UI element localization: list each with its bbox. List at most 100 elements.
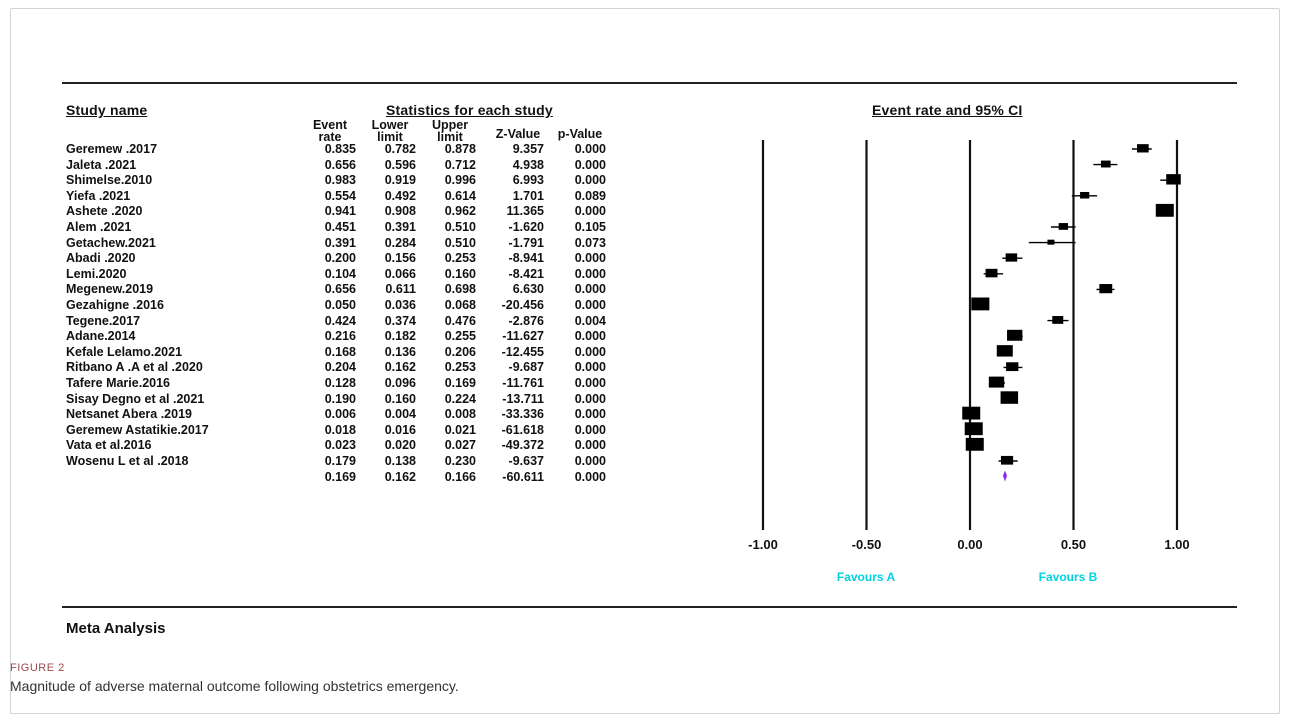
z-value-cell: -2.876 [508,313,544,328]
favours-b-label: Favours B [1038,570,1098,584]
event-rate-cell: 0.200 [324,251,356,266]
study-name: Abadi .2020 [66,251,136,266]
study-name: Netsanet Abera .2019 [66,407,192,422]
lower-limit-cell: 0.492 [384,188,416,203]
statistics-header: Statistics for each study [386,102,553,118]
study-name: Yiefa .2021 [66,188,131,203]
z-value-cell: -49.372 [501,438,544,453]
z-value-cell: 4.938 [512,157,544,172]
event-rate-cell: 0.168 [324,344,356,359]
study-name: Wosenu L et al .2018 [66,454,189,468]
lower-limit-cell: 0.782 [384,142,416,156]
upper-limit-cell: 0.255 [444,329,476,344]
p-value-cell: 0.000 [574,329,606,344]
event-rate-cell: 0.169 [324,469,356,484]
upper-limit-cell: 0.614 [444,188,476,203]
study-name: Geremew Astatikie.2017 [66,422,209,437]
z-value-cell: -9.687 [508,360,544,375]
event-rate-cell: 0.656 [324,282,356,297]
study-name: Ashete .2020 [66,204,143,219]
column-header: Upper limit [431,118,469,144]
study-marker [983,268,1004,278]
p-value-cell: 0.000 [574,298,606,312]
column-header: Event rate [312,118,348,144]
z-value-cell: -8.941 [508,251,544,266]
study-name: Geremew .2017 [66,142,158,156]
lower-limit-cell: 0.096 [384,376,416,390]
study-marker [1007,329,1023,341]
x-tick-label: 0.50 [1060,537,1087,552]
lower-limit-cell: 0.160 [384,391,416,406]
study-name: Megenew.2019 [66,282,154,297]
z-value-cell: -8.421 [508,266,544,281]
p-value-cell: 0.000 [574,157,606,172]
z-value-cell: -13.711 [502,391,544,406]
event-rate-cell: 0.006 [324,407,356,422]
study-name: Lemi.2020 [66,266,127,281]
study-marker [1131,144,1152,153]
lower-limit-cell: 0.908 [384,204,416,219]
z-value-cell: 6.993 [512,173,544,188]
upper-limit-cell: 0.510 [444,220,476,234]
upper-limit-cell: 0.253 [444,251,476,266]
x-tick-label: -1.00 [748,537,778,552]
lower-limit-cell: 0.391 [384,220,416,234]
study-marker [1160,174,1181,185]
upper-limit-cell: 0.878 [444,142,476,156]
lower-limit-cell: 0.016 [384,422,416,437]
event-rate-cell: 0.104 [324,266,356,281]
lower-limit-cell: 0.374 [384,313,416,328]
meta-analysis-label: Meta Analysis [66,620,166,637]
lower-limit-cell: 0.182 [384,329,416,344]
event-rate-cell: 0.190 [324,391,356,406]
study-marker [1050,223,1076,230]
p-value-cell: 0.000 [574,454,606,468]
event-rate-cell: 0.204 [324,360,356,375]
study-name: Kefale Lelamo.2021 [66,344,183,359]
event-rate-cell: 0.179 [324,454,356,468]
p-value-cell: 0.000 [574,391,606,406]
study-name: Vata et al.2016 [66,438,152,453]
upper-limit-cell: 0.230 [444,454,476,468]
upper-limit-cell: 0.962 [444,204,476,219]
figure-label: FIGURE 2 [10,662,65,674]
upper-limit-cell: 0.712 [444,157,476,172]
study-marker [988,376,1005,388]
z-value-cell: -33.336 [501,407,544,422]
study-name: Ritbano A .A et al .2020 [66,360,203,375]
p-value-cell: 0.000 [574,251,606,266]
p-value-cell: 0.000 [574,344,606,359]
top-rule [62,82,1237,84]
p-value-cell: 0.073 [574,235,606,250]
study-name: Getachew.2021 [66,235,156,250]
lower-limit-cell: 0.066 [384,266,416,281]
study-marker [1155,203,1174,217]
p-value-cell: 0.000 [574,282,606,297]
study-name-header: Study name [66,102,148,118]
bottom-rule [62,606,1237,608]
p-value-cell: 0.105 [574,220,606,234]
z-value-cell: -12.455 [501,344,544,359]
z-value-cell: -1.620 [508,220,544,234]
event-rate-cell: 0.835 [324,142,356,156]
lower-limit-cell: 0.138 [384,454,416,468]
p-value-cell: 0.000 [574,376,606,390]
p-value-cell: 0.000 [574,407,606,422]
z-value-cell: 11.365 [506,204,544,219]
lower-limit-cell: 0.162 [384,360,416,375]
x-tick-label: -0.50 [851,537,882,552]
p-value-cell: 0.000 [574,469,606,484]
study-marker [971,297,990,311]
study-marker [1047,316,1069,324]
study-marker [1002,253,1023,262]
lower-limit-cell: 0.156 [384,251,416,266]
study-name: Tafere Marie.2016 [66,376,170,390]
event-rate-cell: 0.941 [324,204,356,219]
event-rate-cell: 0.554 [324,188,356,203]
pooled-diamond [1002,470,1007,482]
figure-frame [10,8,1280,714]
p-value-cell: 0.000 [574,204,606,219]
study-marker [998,455,1018,465]
plot-header: Event rate and 95% CI [872,102,1023,118]
figure-caption: Magnitude of adverse maternal outcome fo… [10,678,459,694]
